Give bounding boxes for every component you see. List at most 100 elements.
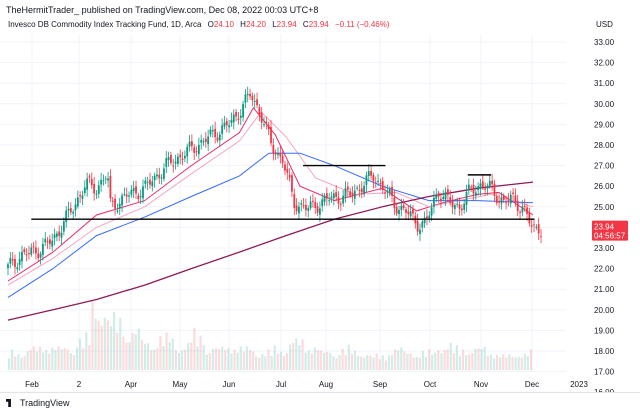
candle-body <box>479 183 482 189</box>
candle-body <box>502 195 505 200</box>
candle-body <box>51 240 54 247</box>
candle-body <box>384 192 386 194</box>
price-chart[interactable]: 33.00 32.00 31.00 30.00 29.00 28.00 27.00 26.00… <box>0 0 640 392</box>
candle-body <box>270 126 272 144</box>
candle-body <box>298 206 300 214</box>
candle-body <box>433 197 435 207</box>
candle-body <box>260 112 263 123</box>
y-tick-label: 22.00 <box>594 265 615 274</box>
candle-body <box>60 232 63 238</box>
candle-body <box>300 203 303 205</box>
candle-body <box>142 186 144 199</box>
volume-bar <box>153 349 156 370</box>
volume-bar <box>29 349 32 370</box>
candle-body <box>449 197 452 204</box>
candle-body <box>179 154 182 158</box>
candle-body <box>507 199 510 201</box>
candle-body <box>316 206 319 213</box>
candle-body <box>58 231 61 236</box>
volume-bar <box>483 346 486 370</box>
volume-bar <box>196 346 199 370</box>
volume-bar <box>418 357 421 370</box>
volume-bar <box>446 349 449 370</box>
candle-body <box>400 205 403 210</box>
candle-body <box>188 141 191 147</box>
candle-body <box>291 175 293 192</box>
candle-body <box>481 181 484 187</box>
volume-bar <box>458 355 462 370</box>
volume-bar <box>165 332 168 370</box>
candle-body <box>488 180 491 187</box>
horizontal-lines[interactable] <box>31 164 535 220</box>
volume-bar <box>45 350 48 370</box>
candle-body <box>472 184 475 194</box>
volume-bar <box>273 345 276 370</box>
volume-bar <box>400 347 403 370</box>
volume-bar <box>353 350 357 370</box>
volume-bar <box>511 356 514 370</box>
candle-body <box>197 144 200 155</box>
volume-bar <box>103 317 106 370</box>
candle-body <box>526 207 528 214</box>
volume-bar <box>390 354 394 370</box>
x-tick-label: 2 <box>77 380 82 389</box>
candle-body <box>458 204 461 209</box>
candle-body <box>407 211 410 215</box>
candle-body <box>465 191 468 205</box>
candle-body <box>321 199 324 207</box>
candle-body <box>30 247 33 255</box>
x-axis[interactable]: Feb 2 Apr May Jun Jul Aug Sep Oct Nov Dec 2023 <box>25 380 588 389</box>
volume-bar <box>282 355 286 370</box>
volume-bar <box>32 346 35 370</box>
volume-bar <box>403 351 406 370</box>
candle-body <box>79 195 82 197</box>
candle-body <box>253 100 256 102</box>
candle-body <box>83 187 86 193</box>
candle-body <box>535 226 538 228</box>
volume-bar <box>285 353 289 370</box>
candle-body <box>486 185 489 189</box>
volume-bar <box>471 353 474 370</box>
price-badge-price: 23.94 <box>594 223 615 232</box>
x-tick-label: Jun <box>223 380 236 389</box>
candle-body <box>46 240 49 242</box>
volume-bar <box>428 349 431 370</box>
volume-bar <box>143 344 147 370</box>
volume-bar <box>523 353 526 370</box>
volume-bar <box>218 349 221 370</box>
y-axis[interactable]: 33.00 32.00 31.00 30.00 29.00 28.00 27.00 26.00… <box>594 38 615 392</box>
volume-bar <box>221 346 224 370</box>
volume-bar <box>316 350 320 370</box>
candle-body <box>426 216 428 219</box>
volume-bar <box>60 349 63 370</box>
volume-bar <box>508 354 511 370</box>
candle-body <box>372 175 375 182</box>
volume-bar <box>344 355 347 370</box>
candle-body <box>521 206 524 213</box>
volume-bar <box>193 328 196 370</box>
volume-bar <box>350 353 353 370</box>
y-tick-label: 21.00 <box>594 285 615 294</box>
volume-bar <box>258 357 261 370</box>
candle-body <box>360 188 363 193</box>
candle-body <box>309 201 312 209</box>
candle-body <box>14 258 16 268</box>
volume-bar <box>465 355 468 370</box>
y-tick-label: 27.00 <box>594 162 615 171</box>
volume-bar <box>520 357 523 370</box>
volume-bar <box>184 349 187 370</box>
candle-body <box>437 192 440 197</box>
candle-body <box>128 195 130 197</box>
candle-body <box>104 178 107 180</box>
volume-bar <box>251 351 255 370</box>
candle-body <box>332 193 335 199</box>
candle-body <box>156 174 158 177</box>
candle-body <box>242 103 244 118</box>
volume-bar <box>100 325 103 370</box>
volume-bar <box>174 349 177 370</box>
candle-body <box>256 99 258 106</box>
volume-bar <box>48 353 51 370</box>
candle-body <box>123 193 126 195</box>
tradingview-logo[interactable]: TradingView <box>6 398 70 408</box>
volume-bar <box>236 352 239 370</box>
